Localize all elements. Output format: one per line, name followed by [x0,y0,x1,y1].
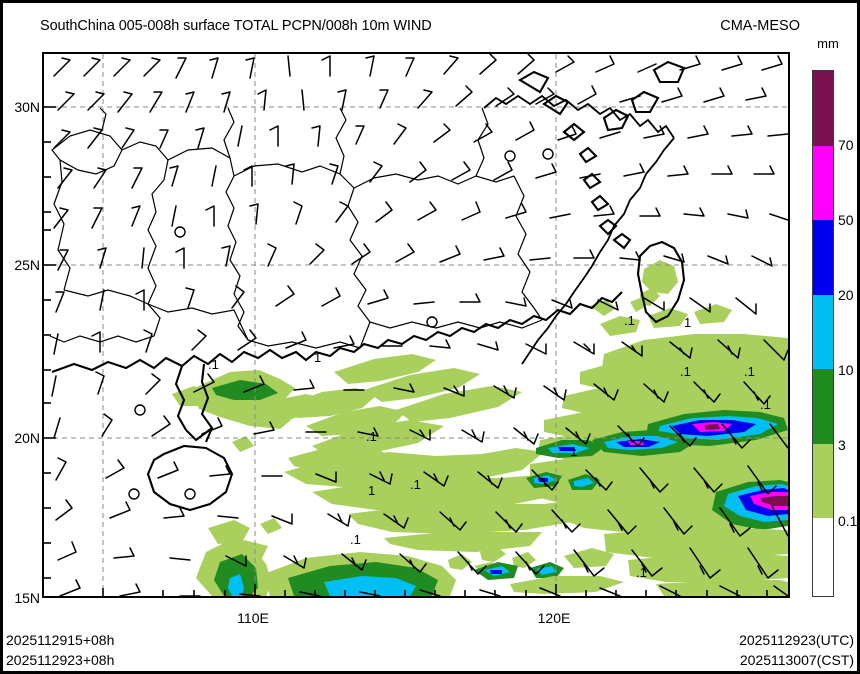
colorbar-unit-label: mm [817,36,839,51]
svg-text:1: 1 [570,444,577,459]
colorbar-segment-below-0.1[interactable] [813,518,833,596]
colorbar-segment-50-70[interactable] [813,145,833,221]
colorbar-segment-20-50[interactable] [813,220,833,295]
page-title: SouthChina 005-008h surface TOTAL PCPN/0… [40,18,432,34]
svg-text:.1: .1 [636,565,647,580]
footer-utc-time: 2025112923(UTC) [739,632,854,648]
colorbar-tick-20: 20 [838,287,854,303]
colorbar-tick-50: 50 [838,212,854,228]
wind-barbs [51,54,788,596]
lat-lon-gridlines [44,54,788,596]
svg-text:.1: .1 [366,429,377,444]
footer-cst-time: 2025113007(CST) [739,652,854,668]
footer-valid-time: 2025112923+08h [6,652,115,668]
model-label: CMA-MESO [720,18,800,34]
map-canvas: 1 .1 1 .1 1 .1 .1 1 .1 .1 .1 .1 .1 .1 [44,54,788,596]
y-tick-label-15N: 15N [14,590,40,606]
x-tick-label-120E: 120E [537,610,571,626]
y-tick-label-20N: 20N [14,430,40,446]
colorbar-segment-10-20[interactable] [813,294,833,370]
svg-text:.1: .1 [760,397,771,412]
footer-init-time: 2025112915+08h [6,632,115,648]
svg-text:.1: .1 [680,364,691,379]
y-tick-label-30N: 30N [14,99,40,115]
svg-text:.1: .1 [410,477,421,492]
title-bar: SouthChina 005-008h surface TOTAL PCPN/0… [0,18,860,40]
colorbar[interactable] [812,70,834,597]
map-plot-area[interactable]: 1 .1 1 .1 1 .1 .1 1 .1 .1 .1 .1 .1 .1 [42,52,790,598]
colorbar-tick-0.1: 0.1 [838,513,858,529]
svg-text:1: 1 [684,315,691,330]
colorbar-segment-gt70[interactable] [813,71,833,146]
contour-labels: 1 .1 1 .1 1 .1 .1 1 .1 .1 .1 .1 .1 .1 [208,54,771,580]
svg-text:.1: .1 [738,54,749,57]
svg-text:1: 1 [314,350,321,365]
svg-text:.1: .1 [208,357,219,372]
colorbar-tick-70: 70 [838,137,854,153]
svg-text:.1: .1 [350,532,361,547]
svg-text:.1: .1 [624,313,635,328]
colorbar-segment-0.1-3[interactable] [813,443,833,519]
precipitation-shading [172,260,788,596]
colorbar-tick-10: 10 [838,362,854,378]
x-tick-label-110E: 110E [237,610,269,626]
colorbar-tick-3: 3 [838,437,846,453]
colorbar-segment-3-10[interactable] [813,369,833,444]
svg-text:1: 1 [368,483,375,498]
y-tick-label-25N: 25N [14,257,40,273]
svg-text:.1: .1 [744,364,755,379]
